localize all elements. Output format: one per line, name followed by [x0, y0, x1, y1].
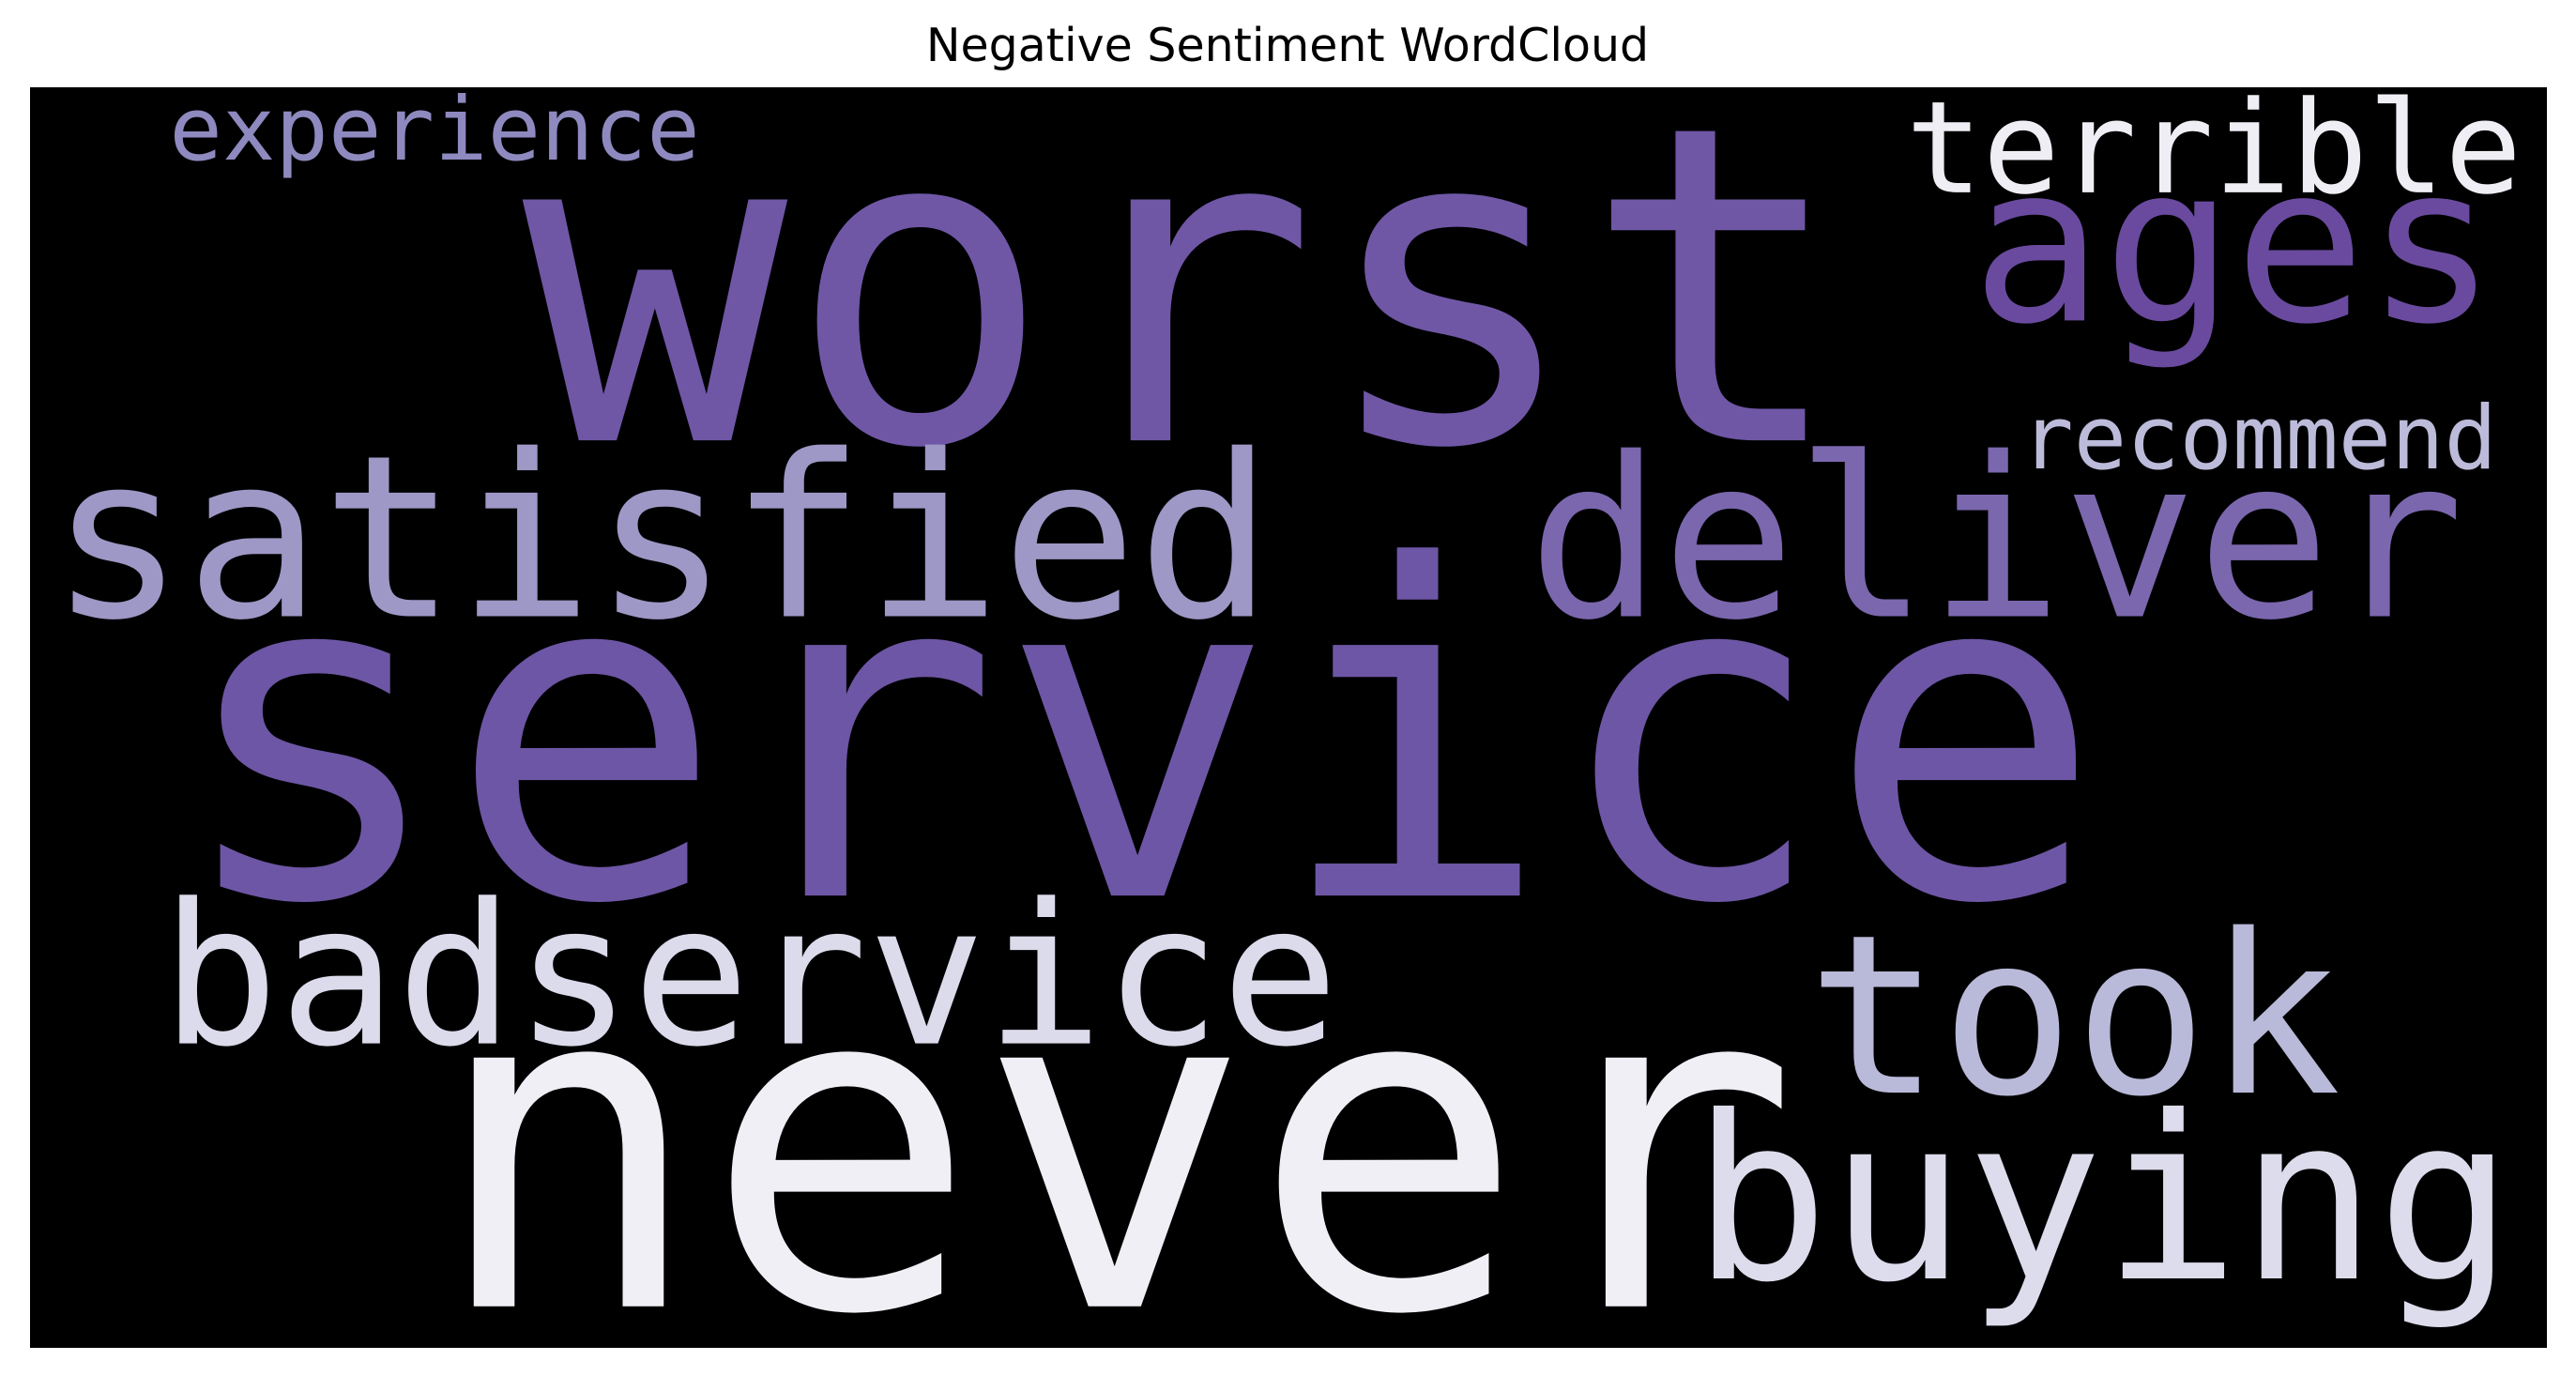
word: ages — [1972, 117, 2497, 372]
word: never — [431, 885, 1799, 1376]
word: satisfied — [50, 406, 1273, 669]
word: badservice — [161, 863, 1339, 1091]
word: experience — [169, 79, 699, 181]
word: terrible — [1906, 74, 2522, 223]
title: Negative Sentiment WordCloud — [926, 19, 1649, 72]
word: took — [1807, 887, 2341, 1145]
word: deliver — [1528, 409, 2464, 668]
word: buying — [1692, 1068, 2513, 1333]
word: recommend — [2020, 388, 2497, 490]
word: worst — [523, 31, 1849, 544]
wordcloud-panel — [30, 87, 2547, 1348]
word: service — [173, 471, 2103, 1004]
